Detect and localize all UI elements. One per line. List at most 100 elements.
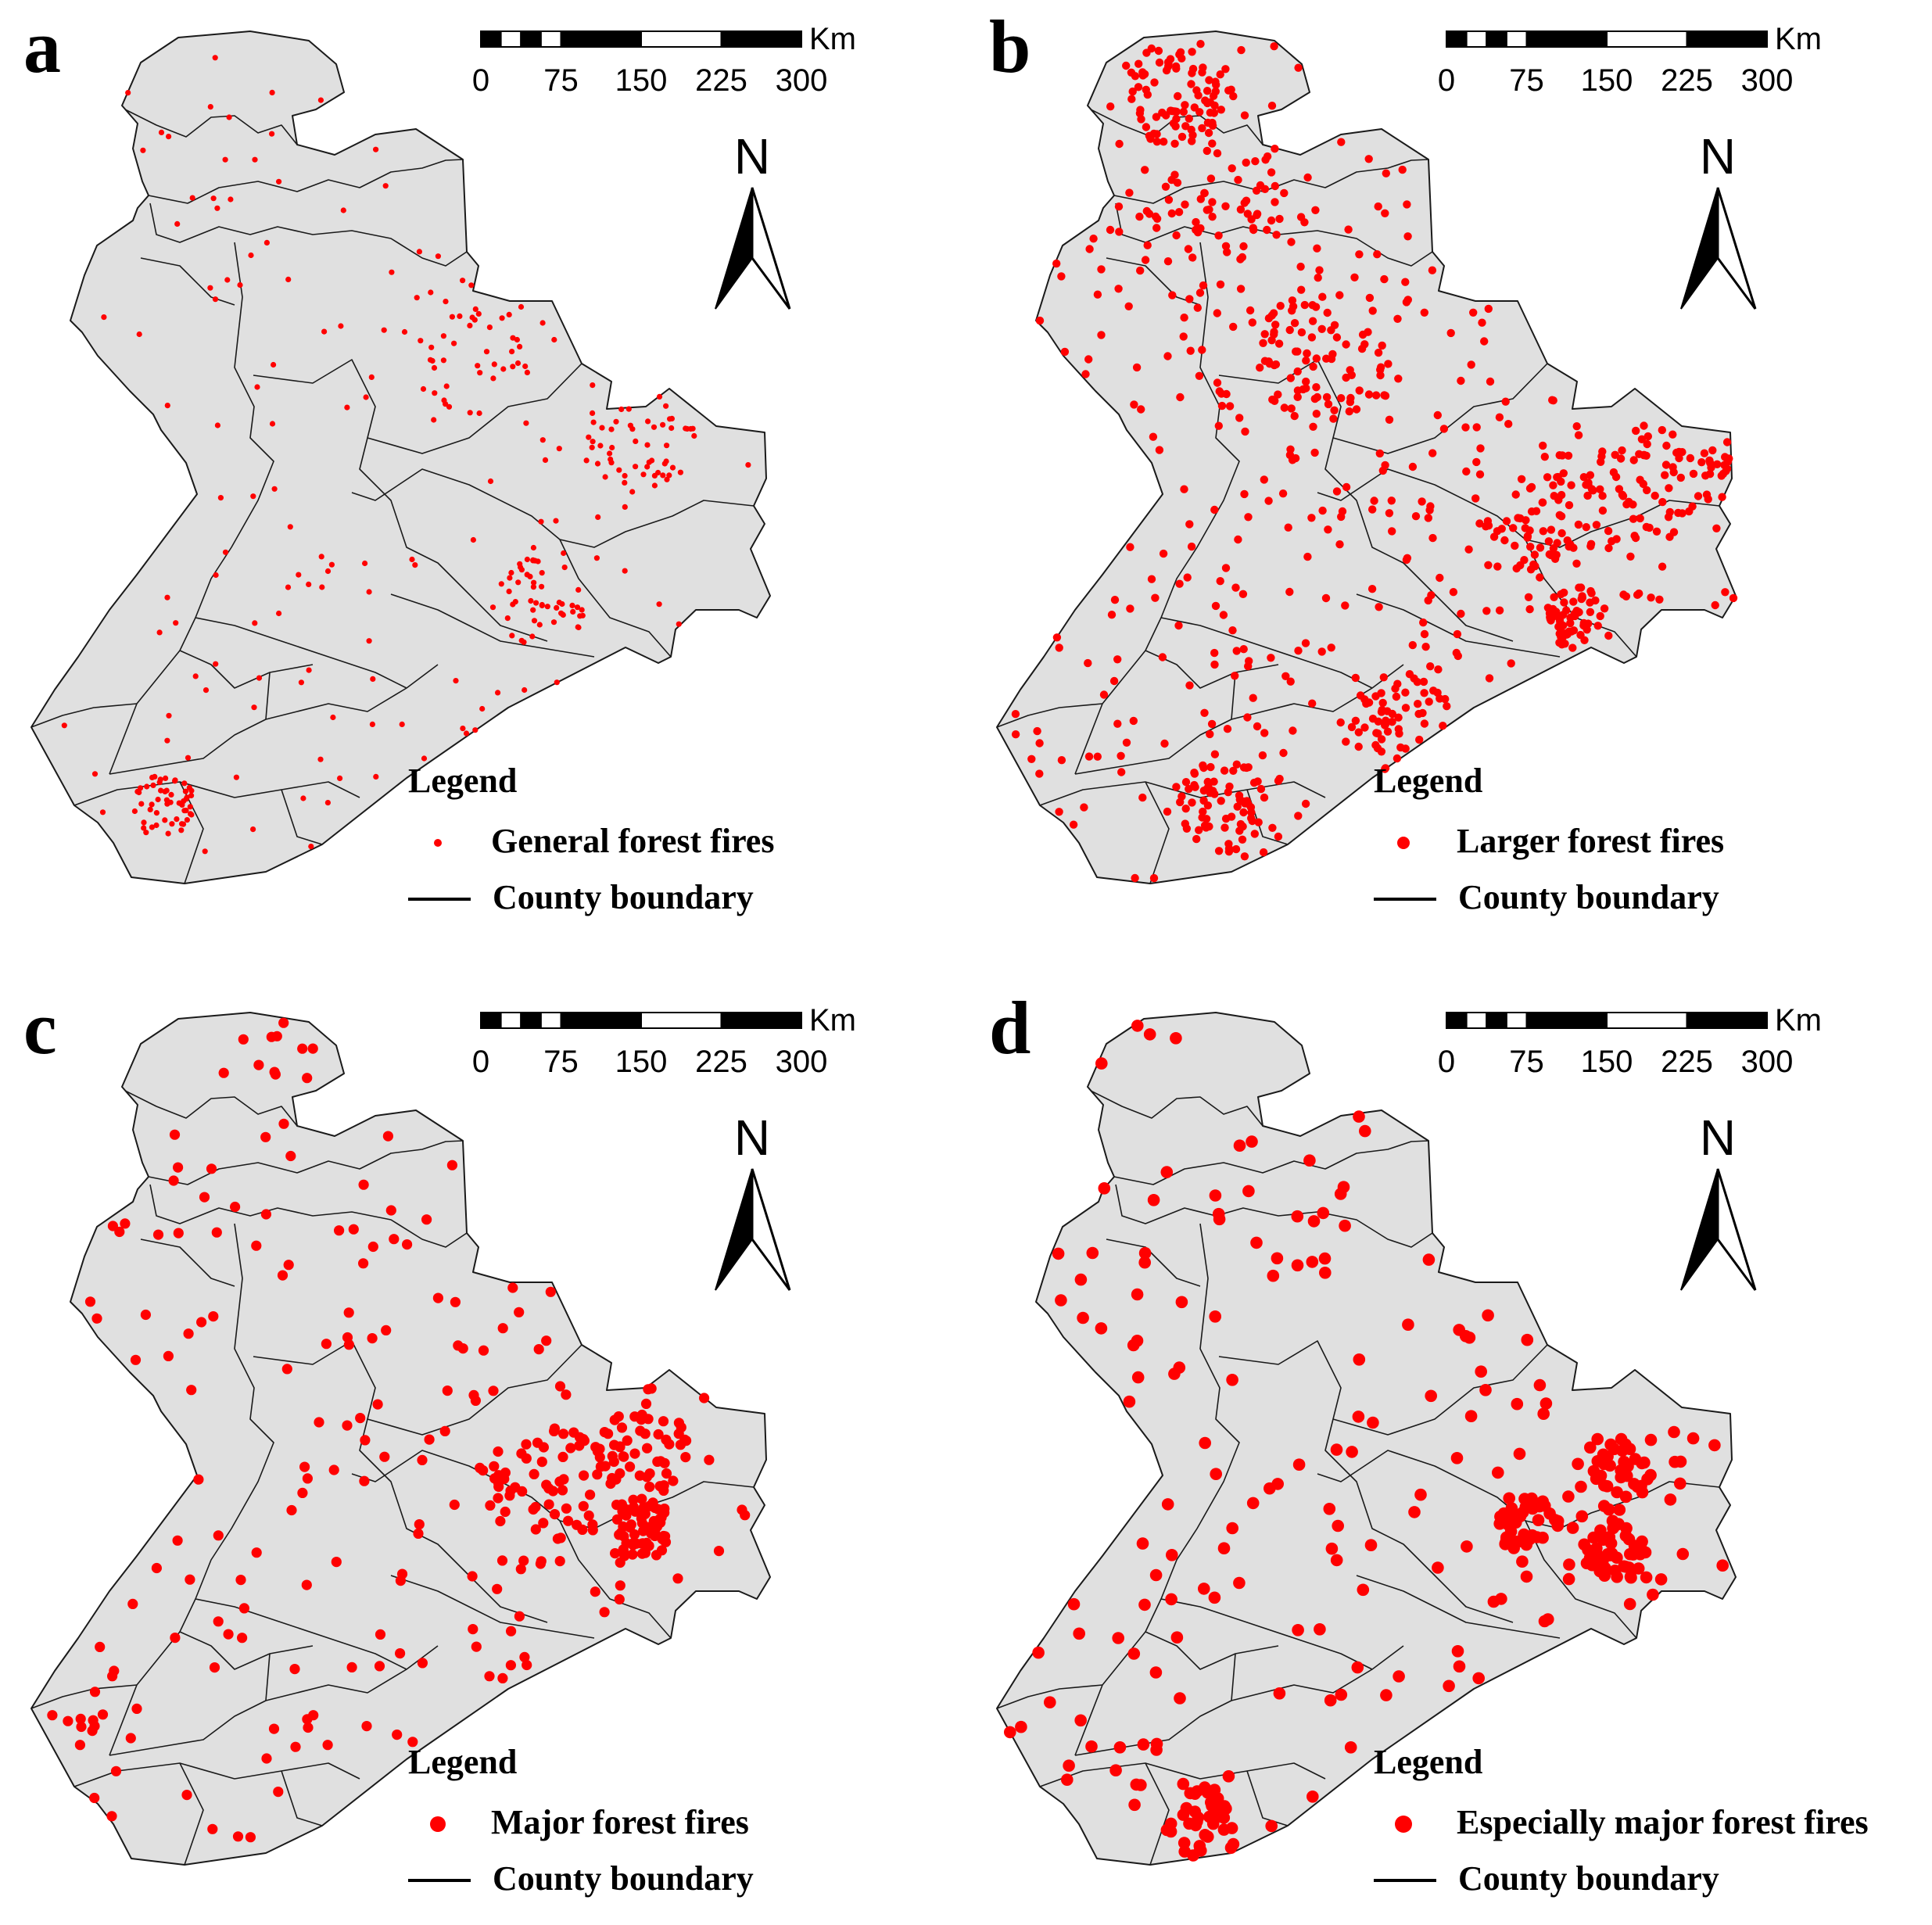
fire-point xyxy=(1598,506,1608,515)
fire-point xyxy=(1027,755,1036,763)
fire-point xyxy=(184,794,190,801)
fire-point xyxy=(1452,648,1461,658)
legend-fire-label: Larger forest fires xyxy=(1457,822,1724,860)
fire-point xyxy=(1131,72,1140,81)
fire-point xyxy=(169,821,175,827)
fire-point xyxy=(328,561,335,568)
fire-point xyxy=(1688,502,1697,511)
fire-point xyxy=(518,1555,529,1566)
fire-point xyxy=(1520,556,1529,565)
fire-point xyxy=(629,489,636,495)
fire-point xyxy=(173,620,179,626)
fire-point xyxy=(1604,543,1613,553)
fire-point xyxy=(343,1307,354,1318)
fire-point xyxy=(263,239,270,246)
fire-point xyxy=(125,1733,136,1744)
fire-point xyxy=(379,1451,390,1462)
fire-point xyxy=(1562,630,1572,639)
fire-point xyxy=(676,621,682,627)
fire-point xyxy=(1453,1660,1466,1673)
fire-point xyxy=(1279,748,1288,758)
fire-point xyxy=(1306,1256,1319,1268)
fire-point xyxy=(1559,469,1568,478)
fire-point xyxy=(1271,1252,1284,1265)
county-boundary-line xyxy=(1332,1344,1548,1436)
panel-letter: c xyxy=(23,986,57,1070)
fire-point xyxy=(1233,802,1242,811)
scale-bar-tick-label: 300 xyxy=(1741,1045,1794,1079)
fire-point xyxy=(1436,573,1444,583)
fire-point xyxy=(1628,1540,1641,1552)
fire-point xyxy=(1183,573,1192,582)
scale-bar-segment xyxy=(520,1012,542,1029)
fire-point xyxy=(1173,178,1182,187)
fire-point xyxy=(1342,737,1350,746)
fire-point xyxy=(504,615,511,622)
county-boundary-line xyxy=(149,1184,468,1248)
fire-point xyxy=(1219,611,1228,619)
fire-point xyxy=(1401,278,1410,286)
fire-point xyxy=(633,464,639,470)
fire-point xyxy=(1494,1510,1507,1523)
fire-point xyxy=(644,1468,655,1479)
fire-point xyxy=(89,1792,100,1804)
fire-point xyxy=(1364,1539,1378,1551)
fire-point xyxy=(491,361,497,367)
scale-bar-tick-label: 225 xyxy=(695,63,747,98)
fire-point xyxy=(1550,593,1558,601)
fire-point xyxy=(1575,608,1583,617)
fire-point xyxy=(475,363,481,369)
fire-point xyxy=(1501,397,1510,406)
fire-point xyxy=(524,369,531,375)
fire-point xyxy=(1260,793,1269,802)
fire-point xyxy=(583,1510,594,1521)
fire-point xyxy=(663,403,669,409)
scale-bar-unit: Km xyxy=(1775,1003,1822,1038)
fire-point xyxy=(1603,1503,1615,1516)
fire-point xyxy=(1254,818,1263,826)
county-boundary-line xyxy=(179,650,314,689)
fire-point xyxy=(1425,697,1433,706)
fire-point xyxy=(1081,370,1090,378)
fire-point xyxy=(644,1500,655,1511)
fire-point xyxy=(569,602,575,609)
fire-point xyxy=(208,1311,219,1322)
legend-title: Legend xyxy=(408,762,517,800)
fire-point xyxy=(348,1224,359,1235)
fire-point xyxy=(271,1031,282,1041)
fire-point xyxy=(446,403,453,410)
fire-point xyxy=(1525,605,1534,614)
legend-fire-label: General forest fires xyxy=(491,822,774,860)
fire-point xyxy=(1195,289,1205,297)
fire-point xyxy=(615,1580,625,1591)
fire-point xyxy=(1469,308,1478,317)
fire-point xyxy=(1604,526,1613,536)
fire-point xyxy=(91,1313,102,1324)
fire-point xyxy=(1234,535,1242,544)
fire-point xyxy=(1192,217,1200,227)
fire-point xyxy=(172,777,178,783)
fire-point xyxy=(1142,123,1151,131)
fire-point xyxy=(1221,242,1231,250)
fire-point xyxy=(1250,830,1259,838)
panel-letter: b xyxy=(989,5,1031,88)
fire-point xyxy=(636,1493,647,1504)
fire-point xyxy=(1322,354,1331,363)
fire-point xyxy=(435,253,442,260)
fire-point xyxy=(1586,586,1595,596)
scale-bar-segment xyxy=(1486,1012,1507,1029)
fire-point xyxy=(1080,803,1088,812)
fire-point xyxy=(1658,497,1667,507)
fire-point xyxy=(542,457,549,464)
fire-point xyxy=(1376,363,1385,371)
fire-point xyxy=(165,830,171,837)
fire-point xyxy=(1353,1110,1365,1123)
fire-point xyxy=(1525,484,1535,493)
fire-point xyxy=(1604,631,1613,640)
fire-point xyxy=(331,1557,342,1568)
fire-point xyxy=(1303,173,1312,182)
scale-bar-segment xyxy=(539,30,562,48)
fire-point xyxy=(1539,441,1547,450)
fire-point xyxy=(181,780,188,787)
